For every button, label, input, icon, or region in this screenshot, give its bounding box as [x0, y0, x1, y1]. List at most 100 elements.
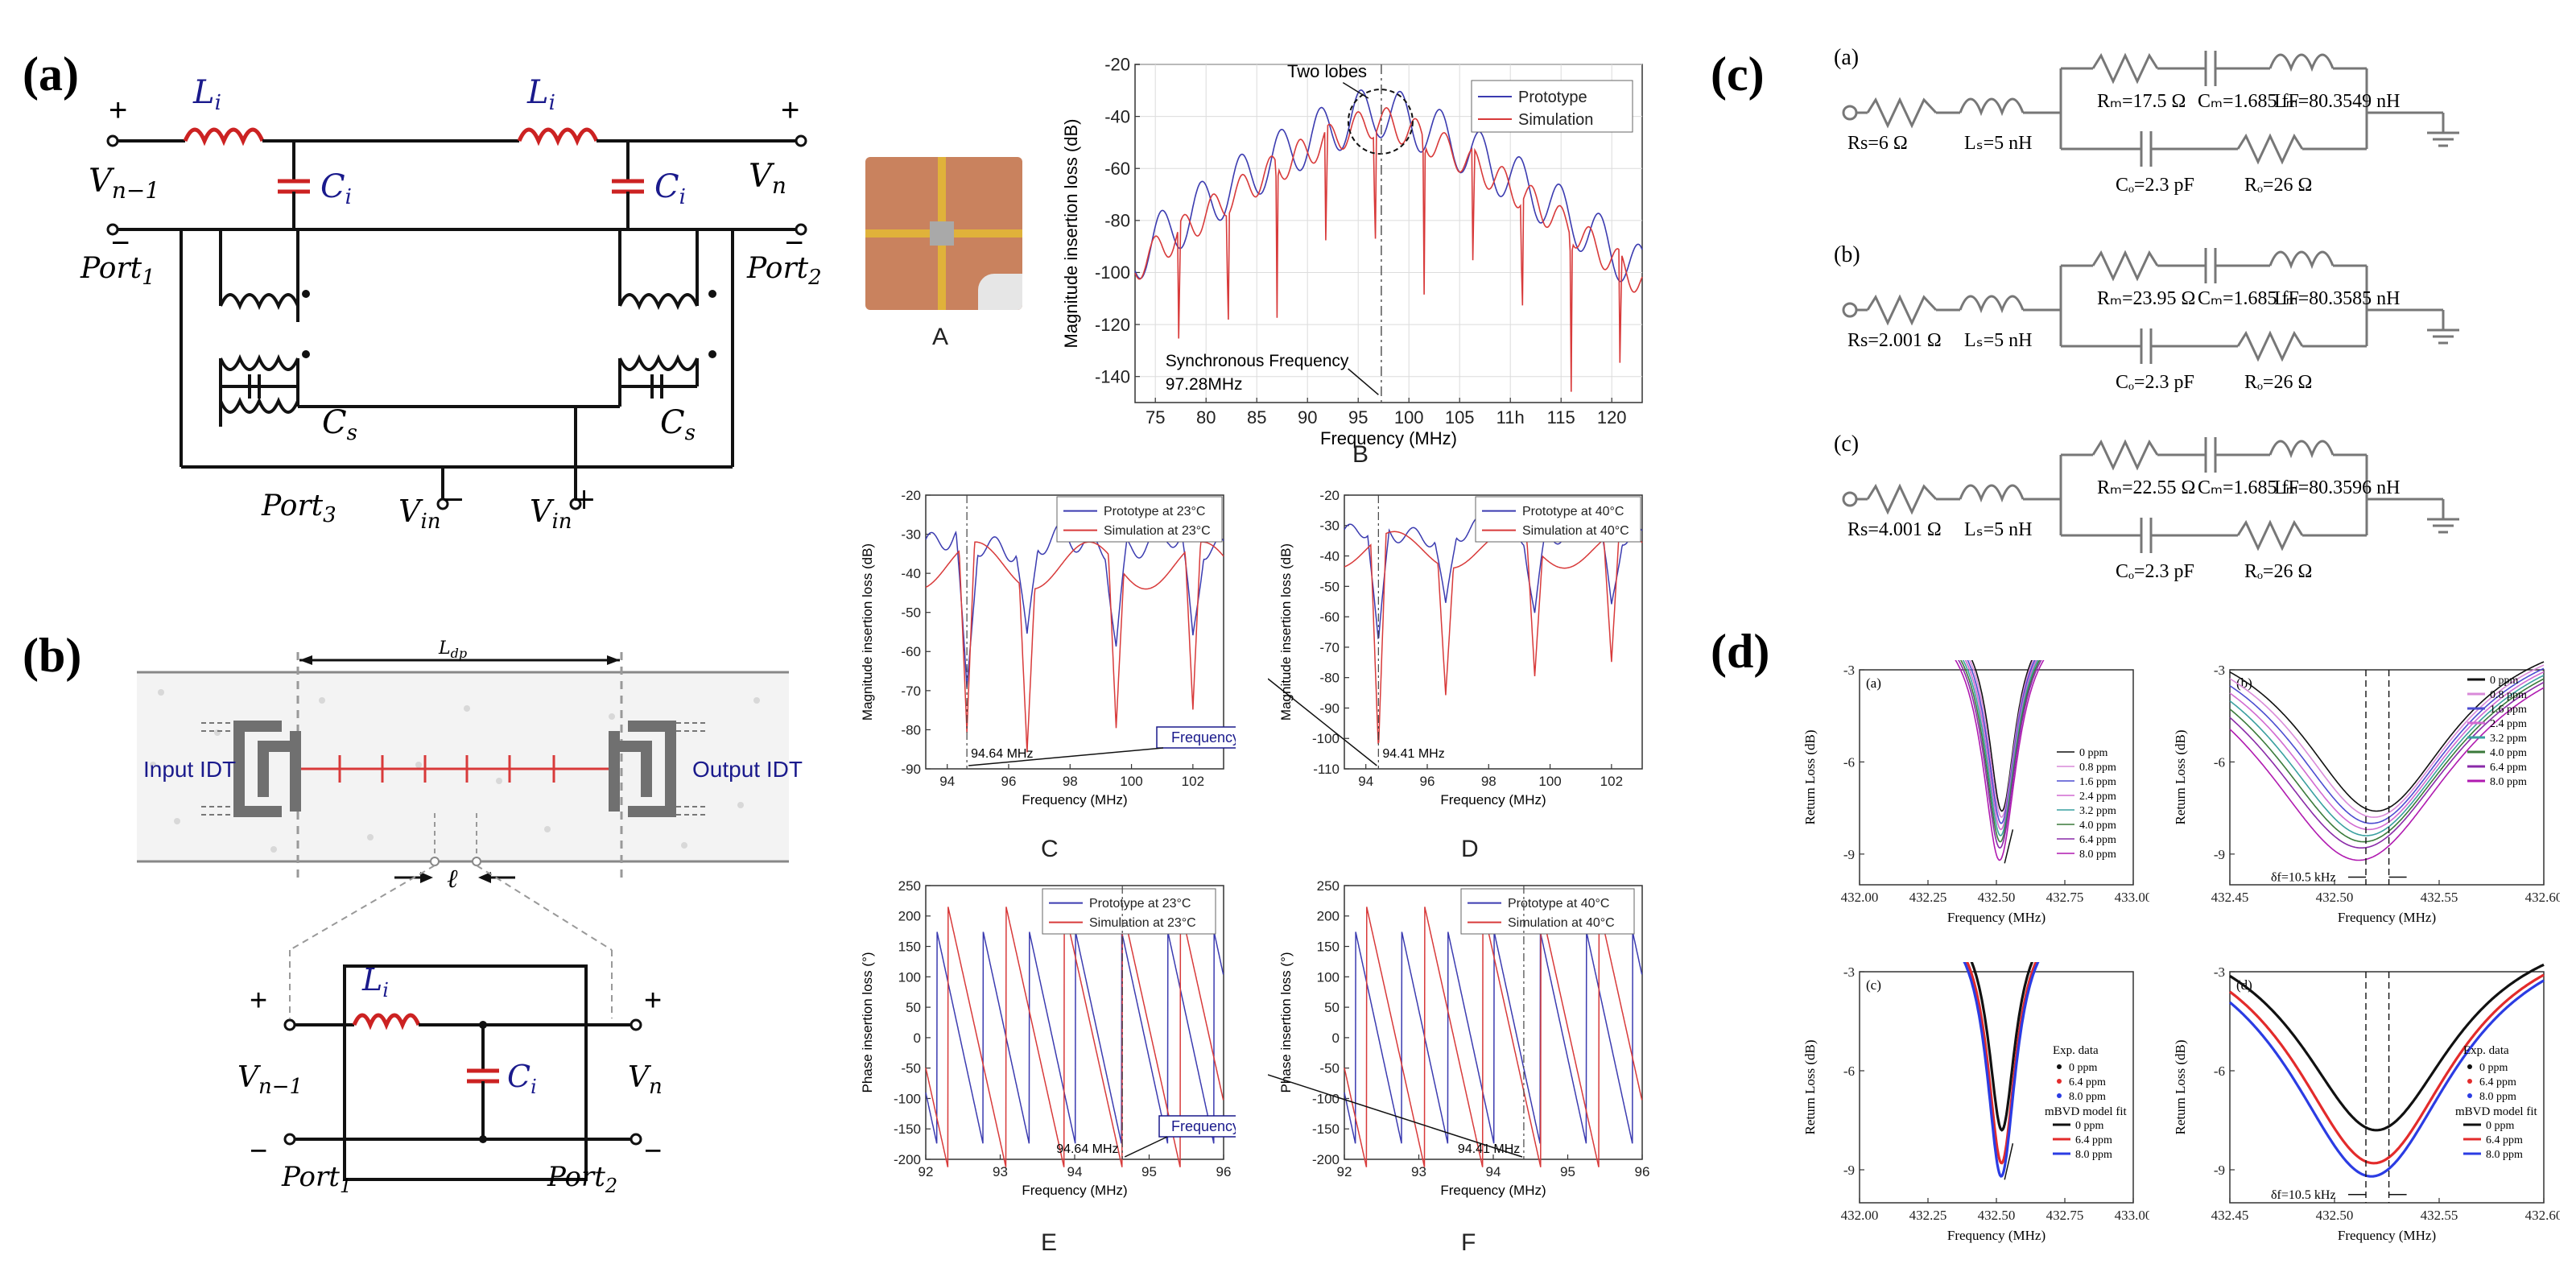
- freq-shift-box: [1158, 1115, 1236, 1138]
- y-tick-label: -150: [894, 1121, 921, 1137]
- shift-arrow: [2004, 829, 2014, 864]
- inductor-label-right: L: [526, 74, 549, 111]
- legend-entry: 2.4 ppm: [2490, 718, 2527, 730]
- x-axis-label: Frequency (MHz): [1947, 1228, 2046, 1243]
- y-tick-label: -80: [1319, 671, 1340, 686]
- x-tick-label: 120: [1597, 407, 1627, 427]
- x-tick-label: 432.55: [2421, 890, 2458, 905]
- y-tick-label: -3: [2214, 663, 2225, 678]
- rl-series: [2229, 667, 2545, 824]
- resistor-icon: [1866, 294, 1938, 326]
- y-tick-label: -70: [901, 684, 921, 699]
- legend-entry: 3.2 ppm: [2079, 805, 2116, 817]
- co-label: Cₒ=2.3 pF: [2116, 175, 2194, 196]
- legend-entry: 0 ppm: [2479, 1062, 2508, 1074]
- legend-entry: 6.4 ppm: [2069, 1076, 2106, 1088]
- legend-marker: [2467, 1064, 2472, 1069]
- rl-series: [1959, 660, 2041, 843]
- legend-entry: 2.4 ppm: [2079, 791, 2116, 803]
- terminal-icon: [1842, 491, 1858, 507]
- y-tick-label: 250: [1317, 878, 1340, 894]
- svg-text:Cs: Cs: [660, 404, 696, 445]
- resistor-icon: [2091, 250, 2159, 282]
- plot-area: [1859, 669, 2134, 886]
- x-tick-label: 433.00: [2115, 890, 2149, 905]
- b-port1-label: Port: [281, 1161, 340, 1193]
- x-tick-label: 94: [939, 774, 955, 789]
- resistor-icon: [2236, 133, 2304, 165]
- y-tick-label: -9: [1843, 1163, 1855, 1178]
- y-tick-label: -9: [2214, 847, 2225, 862]
- x-tick-label: 96: [1635, 1164, 1650, 1179]
- panel-label-d: (d): [1711, 625, 1770, 678]
- x-axis-label: Frequency (MHz): [1320, 428, 1457, 448]
- x-tick-label: 432.60: [2525, 1208, 2560, 1223]
- freq-shift-arrow-right: [1268, 1074, 1523, 1158]
- y-tick-label: -50: [1319, 579, 1340, 594]
- co-label: Cₒ=2.3 pF: [2116, 561, 2194, 582]
- y-tick-label: 250: [898, 878, 921, 894]
- rl-series: [1970, 962, 2033, 1132]
- rl-series: [1964, 660, 2037, 831]
- caption-F: F: [1461, 1229, 1476, 1256]
- rl-series: [2229, 678, 2545, 843]
- legend-box: [1475, 496, 1641, 543]
- inductor-icon: [1959, 484, 2025, 503]
- legend-entry: 6.4 ppm: [2486, 1134, 2523, 1146]
- panel-label-c: (c): [1711, 47, 1765, 101]
- y-tick-label: 0: [914, 1031, 921, 1046]
- x-tick-label: 98: [1481, 774, 1496, 789]
- y-tick-label: -150: [1312, 1121, 1340, 1137]
- rl-chart-d: 432.45 432.50 432.55 432.60 -9 -6 -3 Frequency …: [2173, 963, 2560, 1243]
- y-axis-label: Phase insertion loss (°): [1278, 952, 1294, 1093]
- y-tick-label: -3: [1843, 964, 1855, 980]
- y-tick-label: -40: [1104, 106, 1130, 126]
- y-axis-label: Return Loss (dB): [1802, 729, 1818, 824]
- lm-label: Lₘ=80.3596 nH: [2274, 477, 2400, 498]
- x-tick-label: 432.00: [1841, 890, 1879, 905]
- panel-label-a: (a): [23, 47, 79, 101]
- x-tick-label: 96: [1216, 1164, 1232, 1179]
- series-simulation: [1344, 907, 1643, 1167]
- output-idt-label: Output IDT: [692, 757, 803, 782]
- b-plus-right: +: [644, 984, 662, 1018]
- y-tick-label: -6: [2214, 754, 2225, 770]
- cm-label: Cₘ=1.685 fF: [2198, 477, 2299, 498]
- x-tick-label: 432.75: [2046, 1208, 2084, 1223]
- x-tick-label: 100: [1394, 407, 1424, 427]
- rl-series: [2229, 973, 2545, 1165]
- legend-entry: 0 ppm: [2490, 675, 2519, 687]
- rl-series: [1971, 660, 2033, 812]
- rl-series: [1969, 660, 2034, 818]
- svg-text:Ci: Ci: [654, 168, 686, 209]
- y-tick-label: -9: [1843, 847, 1855, 862]
- delta-label: δf=10.5 kHz: [2271, 870, 2336, 884]
- x-axis-label: Frequency (MHz): [1022, 1183, 1127, 1198]
- x-axis-label: Frequency (MHz): [2338, 910, 2436, 925]
- shift-arrow: [2004, 1143, 2014, 1180]
- shift-freq-label: 94.41 MHz: [1458, 1142, 1520, 1156]
- equiv-sublabel: (c): [1834, 432, 1859, 456]
- legend-box: [1471, 80, 1633, 133]
- x-axis-label: Frequency (MHz): [2338, 1228, 2436, 1243]
- equiv-row: (a) Rs=6 Ω Lₛ=5 nH Rₘ=17.5 Ω Cₘ=1.685 fFLₘ=8…: [1834, 45, 2459, 196]
- legend-entry: Prototype at 40°C: [1508, 897, 1609, 911]
- legend-entry: 8.0 ppm: [2079, 849, 2116, 861]
- rl-chart-b: 432.45 432.50 432.55 432.60 -9 -6 -3 Frequency …: [2173, 661, 2560, 925]
- resistor-icon: [2236, 330, 2304, 362]
- rl-sublabel: (b): [2236, 675, 2252, 691]
- y-tick-label: -60: [901, 644, 921, 659]
- svg-text:Vn−1: Vn−1: [237, 1061, 303, 1099]
- rm-label: Rₘ=23.95 Ω: [2097, 288, 2195, 309]
- y-tick-label: -110: [1313, 762, 1340, 777]
- inductor-icon: [2268, 250, 2334, 270]
- legend-entry: Simulation: [1518, 111, 1593, 129]
- resistor-icon: [1866, 483, 1938, 515]
- svg-text:Port2: Port2: [746, 252, 822, 290]
- input-idt-label: Input IDT: [143, 757, 236, 782]
- y-tick-label: 50: [1324, 1000, 1340, 1015]
- y-tick-label: -200: [1312, 1152, 1340, 1167]
- rl-series: [1955, 660, 2045, 861]
- y-tick-label: -6: [1843, 754, 1855, 770]
- sync-arrow: [1348, 368, 1379, 395]
